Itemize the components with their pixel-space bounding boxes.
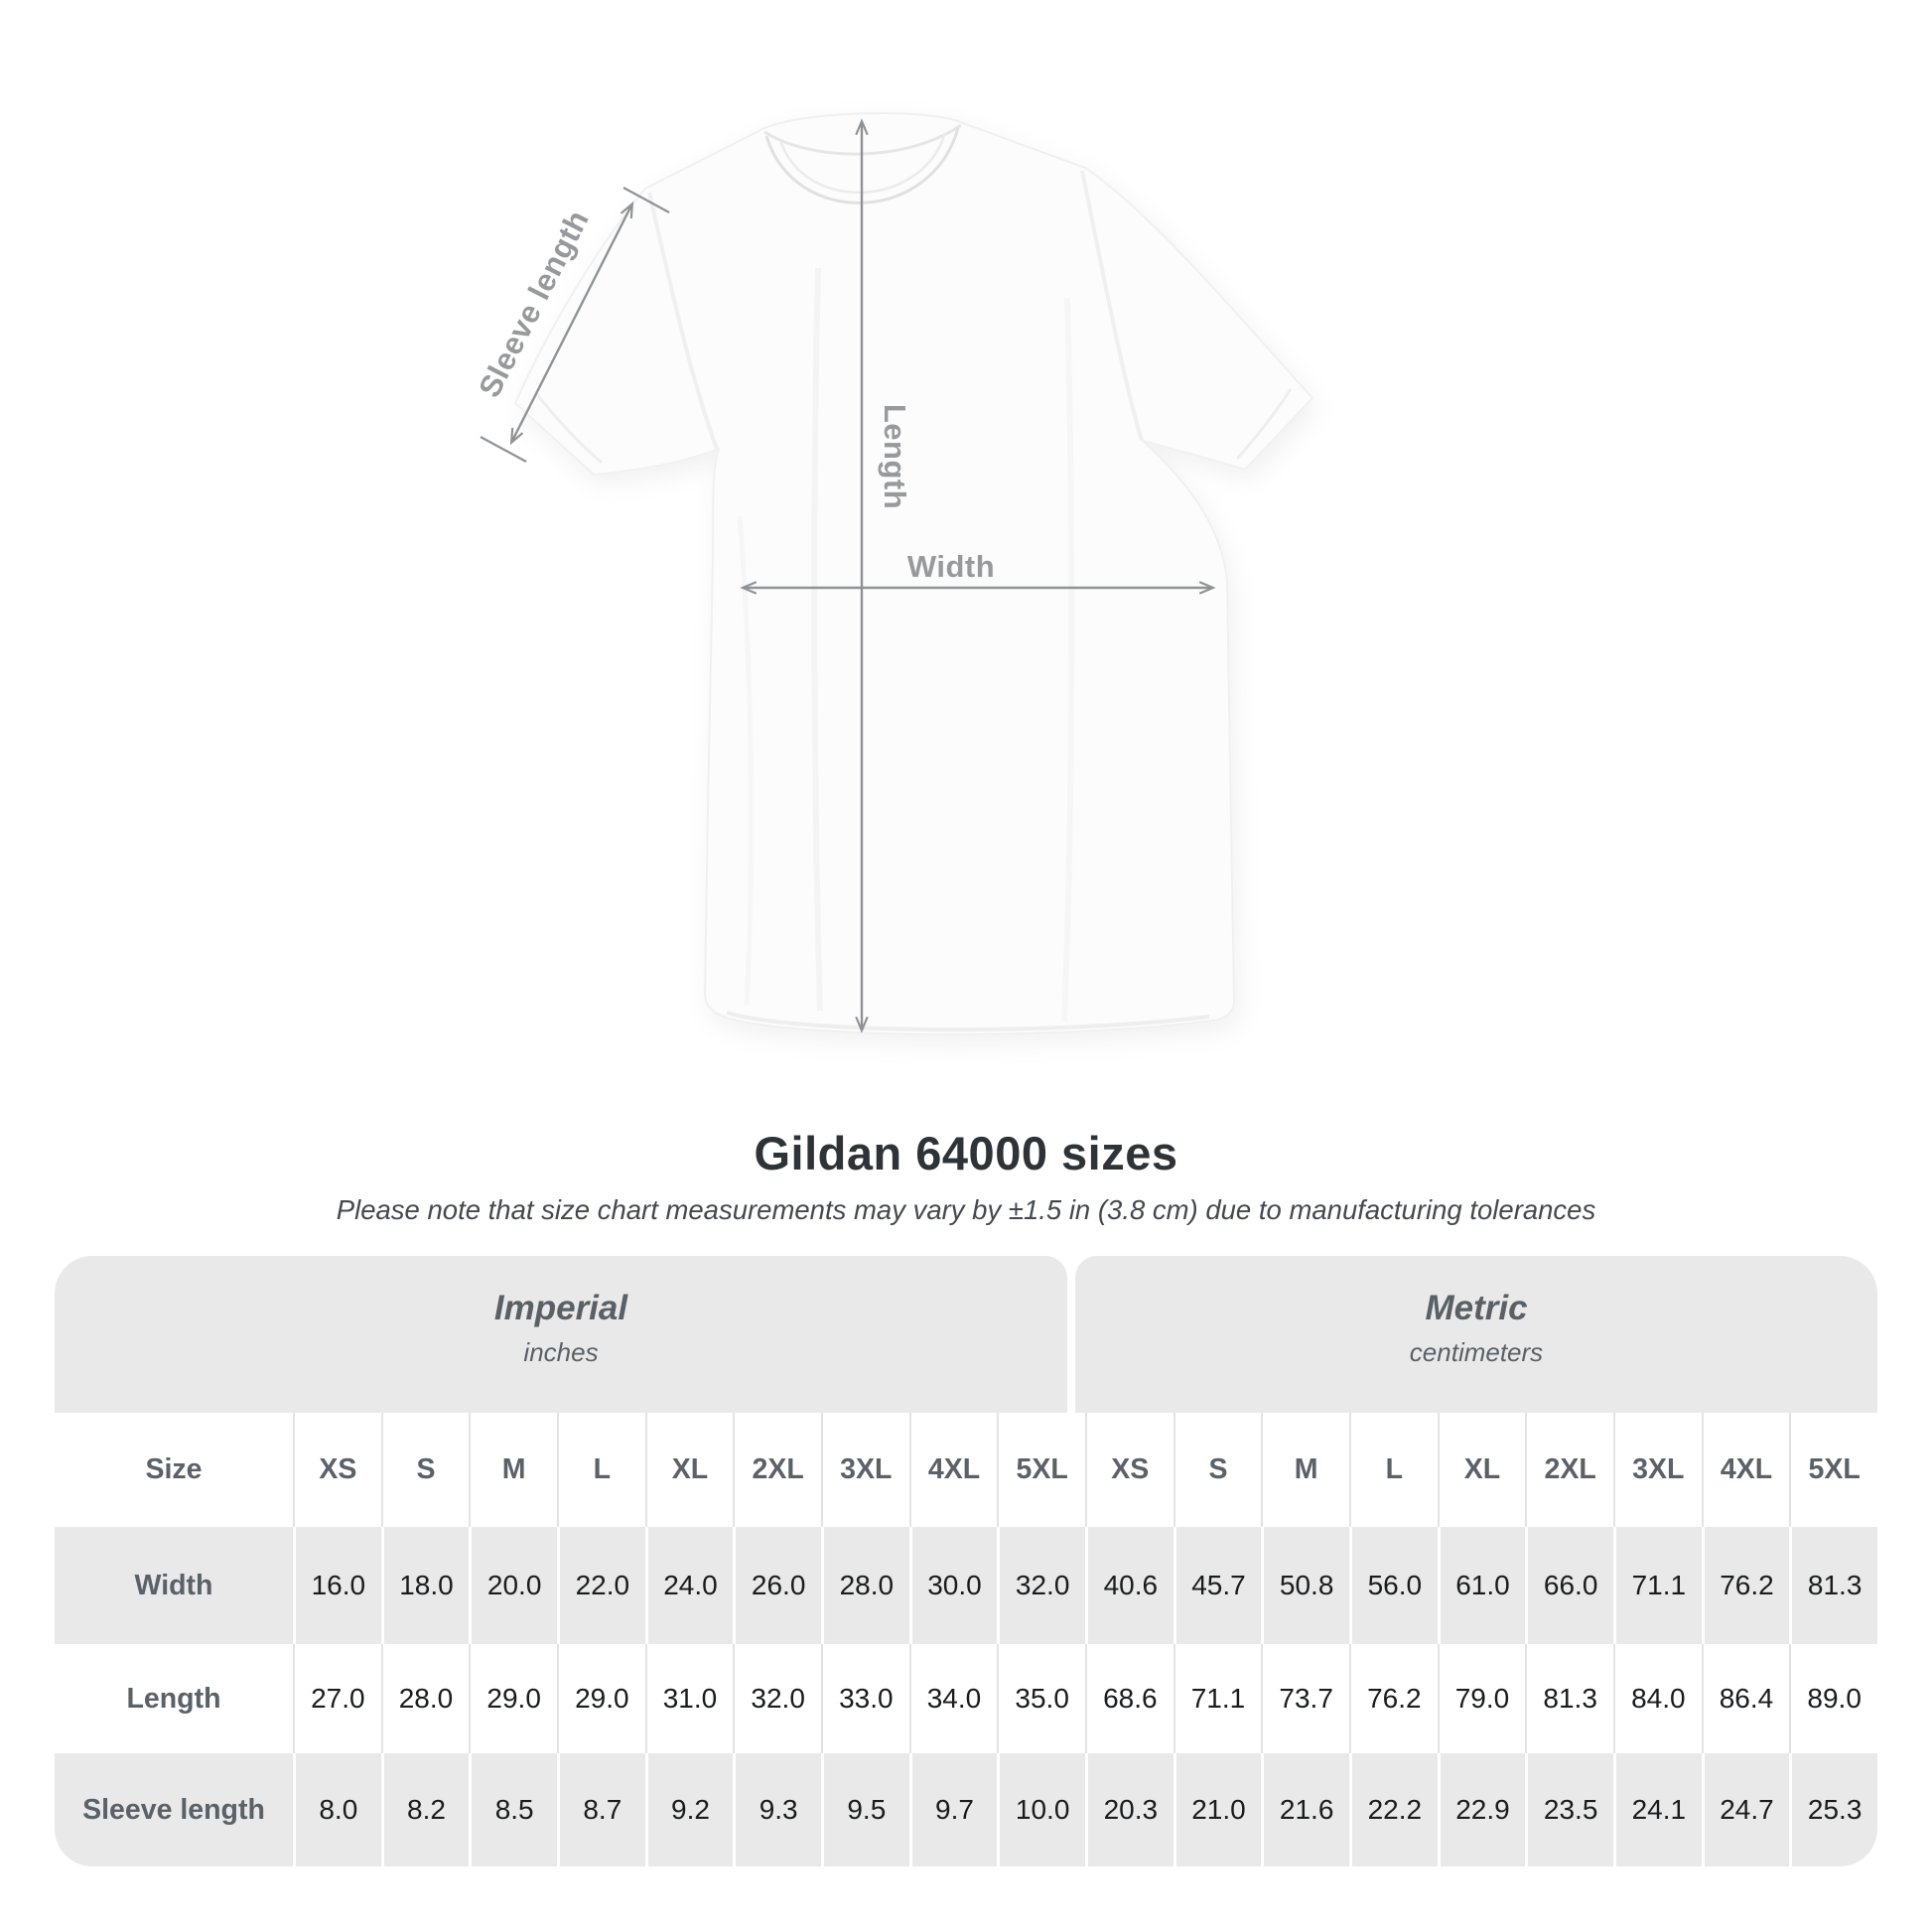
size-header-cell-metric-s: S: [1173, 1413, 1262, 1527]
value-cell: 30.0: [908, 1527, 998, 1644]
value-cell: 21.0: [1173, 1753, 1262, 1866]
value-cell: 9.2: [644, 1753, 734, 1866]
value-cell: 22.9: [1437, 1753, 1526, 1866]
row-label: Length: [126, 1682, 221, 1715]
size-header-cell-metric-xl: XL: [1437, 1413, 1526, 1527]
sleeve-arrow-end-tick: [622, 187, 670, 213]
size-header-cell-imperial-s: S: [380, 1413, 470, 1527]
size-header-cell-metric-2xl: 2XL: [1525, 1413, 1613, 1527]
value-cell: 16.0: [293, 1527, 381, 1644]
unit-group-metric: Metric centimeters: [1075, 1256, 1877, 1413]
size-header-cell-imperial-m: M: [469, 1413, 557, 1527]
size-header-cell-metric-3xl: 3XL: [1612, 1413, 1702, 1527]
value-cell: 32.0: [997, 1527, 1085, 1644]
value-cell: 24.7: [1701, 1753, 1790, 1866]
width-dimension-label: Width: [907, 549, 995, 584]
unit-label: Imperial: [493, 1289, 628, 1327]
value-cell: 76.2: [1348, 1644, 1438, 1753]
row-label: Sleeve length: [82, 1793, 265, 1826]
value-cell: 18.0: [380, 1527, 470, 1644]
value-cell: 35.0: [997, 1644, 1085, 1753]
value-cell: 71.1: [1173, 1644, 1262, 1753]
size-header-cell-metric-l: L: [1348, 1413, 1438, 1527]
size-header-cell-metric-4xl: 4XL: [1701, 1413, 1790, 1527]
value-cell: 8.7: [556, 1753, 645, 1866]
unit-group-imperial: Imperial inches: [55, 1256, 1067, 1413]
value-cell: 45.7: [1173, 1527, 1262, 1644]
value-cell: 73.7: [1261, 1644, 1349, 1753]
value-cell: 31.0: [644, 1644, 734, 1753]
measurement-row-width: Width 16.0 18.0 20.0 22.0 24.0 26.0 28.0 30.0 32.…: [55, 1527, 1877, 1644]
size-header-cell-metric-m: M: [1261, 1413, 1349, 1527]
value-cell: 25.3: [1789, 1753, 1877, 1866]
value-cell: 33.0: [820, 1644, 909, 1753]
value-cell: 24.0: [644, 1527, 734, 1644]
value-cell: 10.0: [997, 1753, 1085, 1866]
value-cell: 81.3: [1525, 1644, 1613, 1753]
value-cell: 29.0: [469, 1644, 557, 1753]
sizes-table: Imperial inches Metric centimeters Size XS S M L…: [55, 1256, 1877, 1866]
unit-sublabel: centimeters: [1409, 1337, 1544, 1367]
value-cell: 61.0: [1437, 1527, 1526, 1644]
unit-label: Metric: [1425, 1289, 1528, 1327]
value-cell: 20.3: [1084, 1753, 1173, 1866]
value-cell: 21.6: [1261, 1753, 1349, 1866]
size-header-cell-metric-xs: XS: [1084, 1413, 1173, 1527]
tolerance-note: Please note that size chart measurements…: [336, 1194, 1596, 1225]
size-column-header: Size: [145, 1453, 203, 1485]
value-cell: 22.2: [1348, 1753, 1438, 1866]
value-cell: 89.0: [1789, 1644, 1877, 1753]
value-cell: 34.0: [908, 1644, 998, 1753]
value-cell: 56.0: [1348, 1527, 1438, 1644]
value-cell: 32.0: [733, 1644, 821, 1753]
size-header-cell-imperial-xl: XL: [644, 1413, 734, 1527]
title-block: Gildan 64000 sizes Please note that size…: [0, 1126, 1932, 1226]
value-cell: 81.3: [1789, 1527, 1877, 1644]
value-cell: 24.1: [1612, 1753, 1702, 1866]
value-cell: 9.7: [908, 1753, 998, 1866]
value-cell: 29.0: [556, 1644, 645, 1753]
length-dimension-label: Length: [878, 404, 912, 509]
size-header-cell-metric-5xl: 5XL: [1789, 1413, 1877, 1527]
value-cell: 9.3: [733, 1753, 821, 1866]
value-cell: 28.0: [380, 1644, 470, 1753]
tshirt-figure-svg: Sleeve length Length Width: [472, 112, 1314, 1035]
value-cell: 8.2: [380, 1753, 470, 1866]
unit-sublabel: inches: [523, 1337, 599, 1367]
value-cell: 9.5: [820, 1753, 909, 1866]
value-cell: 22.0: [556, 1527, 645, 1644]
value-cell: 86.4: [1701, 1644, 1790, 1753]
value-cell: 26.0: [733, 1527, 821, 1644]
size-header-cell-imperial-5xl: 5XL: [997, 1413, 1085, 1527]
value-cell: 20.0: [469, 1527, 557, 1644]
measurement-row-sleeve-length: Sleeve length 8.0 8.2 8.5 8.7 9.2 9.3 9.5 9.7 10.…: [55, 1753, 1877, 1866]
size-header-cell-imperial-2xl: 2XL: [733, 1413, 821, 1527]
value-cell: 27.0: [293, 1644, 381, 1753]
page-title: Gildan 64000 sizes: [754, 1127, 1178, 1179]
size-chart-page: Sleeve length Length Width Gildan 64000 …: [0, 112, 1932, 1866]
value-cell: 76.2: [1701, 1527, 1790, 1644]
value-cell: 66.0: [1525, 1527, 1613, 1644]
value-cell: 71.1: [1612, 1527, 1702, 1644]
value-cell: 8.5: [469, 1753, 557, 1866]
size-header-cell-imperial-4xl: 4XL: [908, 1413, 998, 1527]
tshirt-measurement-figure: Sleeve length Length Width: [472, 112, 1314, 1035]
measurement-row-length: Length 27.0 28.0 29.0 29.0 31.0 32.0 33.0 34.0 35…: [55, 1644, 1877, 1753]
sleeve-arrow-start-tick: [480, 436, 527, 463]
units-header-row: Imperial inches Metric centimeters: [55, 1256, 1877, 1413]
value-cell: 84.0: [1612, 1644, 1702, 1753]
size-header-cell-imperial-l: L: [556, 1413, 645, 1527]
size-header-row: Size XS S M L XL 2XL 3XL 4XL 5XL XS S M L XL 2XL 3XL 4XL 5…: [55, 1413, 1877, 1527]
size-header-cell-imperial-xs: XS: [293, 1413, 381, 1527]
value-cell: 79.0: [1437, 1644, 1526, 1753]
value-cell: 23.5: [1525, 1753, 1613, 1866]
sleeve-length-arrow: [509, 201, 634, 446]
value-cell: 40.6: [1084, 1527, 1173, 1644]
size-header-cell-imperial-3xl: 3XL: [820, 1413, 909, 1527]
row-label: Width: [134, 1569, 213, 1601]
value-cell: 8.0: [293, 1753, 381, 1866]
value-cell: 68.6: [1084, 1644, 1173, 1753]
value-cell: 50.8: [1261, 1527, 1349, 1644]
value-cell: 28.0: [820, 1527, 909, 1644]
